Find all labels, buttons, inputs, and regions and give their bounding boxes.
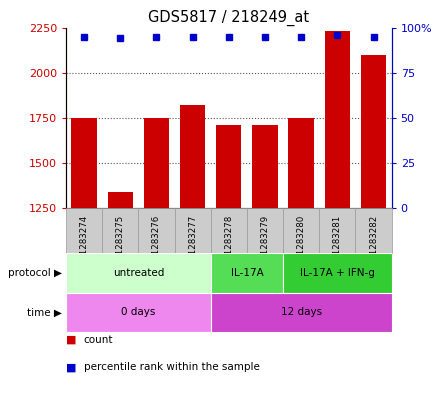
Bar [283, 253, 392, 293]
Bar [211, 208, 247, 253]
Text: GSM1283279: GSM1283279 [260, 215, 269, 273]
Bar [325, 31, 350, 208]
Bar [289, 118, 314, 208]
Bar [71, 118, 97, 208]
Bar [180, 105, 205, 208]
Text: ■: ■ [66, 362, 77, 373]
Text: GSM1283278: GSM1283278 [224, 215, 233, 273]
Bar [108, 192, 133, 208]
Text: untreated: untreated [113, 268, 164, 278]
Text: 0 days: 0 days [121, 307, 156, 318]
Text: IL-17A + IFN-g: IL-17A + IFN-g [300, 268, 375, 278]
Bar [144, 118, 169, 208]
Bar [66, 253, 211, 293]
Text: GSM1283282: GSM1283282 [369, 215, 378, 273]
Text: count: count [84, 335, 113, 345]
Text: ■: ■ [66, 335, 77, 345]
Bar [66, 293, 211, 332]
Text: GSM1283281: GSM1283281 [333, 215, 342, 273]
Text: GSM1283275: GSM1283275 [116, 215, 125, 273]
Bar [319, 208, 356, 253]
Bar [283, 208, 319, 253]
Title: GDS5817 / 218249_at: GDS5817 / 218249_at [148, 10, 309, 26]
Text: 12 days: 12 days [281, 307, 322, 318]
Bar [211, 293, 392, 332]
Text: GSM1283277: GSM1283277 [188, 215, 197, 273]
Bar [361, 55, 386, 208]
Text: protocol ▶: protocol ▶ [7, 268, 62, 278]
Bar [211, 253, 283, 293]
Bar [216, 125, 242, 208]
Bar [138, 208, 175, 253]
Bar [252, 125, 278, 208]
Text: GSM1283280: GSM1283280 [297, 215, 306, 273]
Bar [102, 208, 138, 253]
Text: percentile rank within the sample: percentile rank within the sample [84, 362, 260, 373]
Text: time ▶: time ▶ [27, 307, 62, 318]
Text: IL-17A: IL-17A [231, 268, 263, 278]
Bar [175, 208, 211, 253]
Bar [66, 208, 102, 253]
Bar [356, 208, 392, 253]
Text: GSM1283274: GSM1283274 [80, 215, 88, 273]
Text: GSM1283276: GSM1283276 [152, 215, 161, 273]
Bar [247, 208, 283, 253]
